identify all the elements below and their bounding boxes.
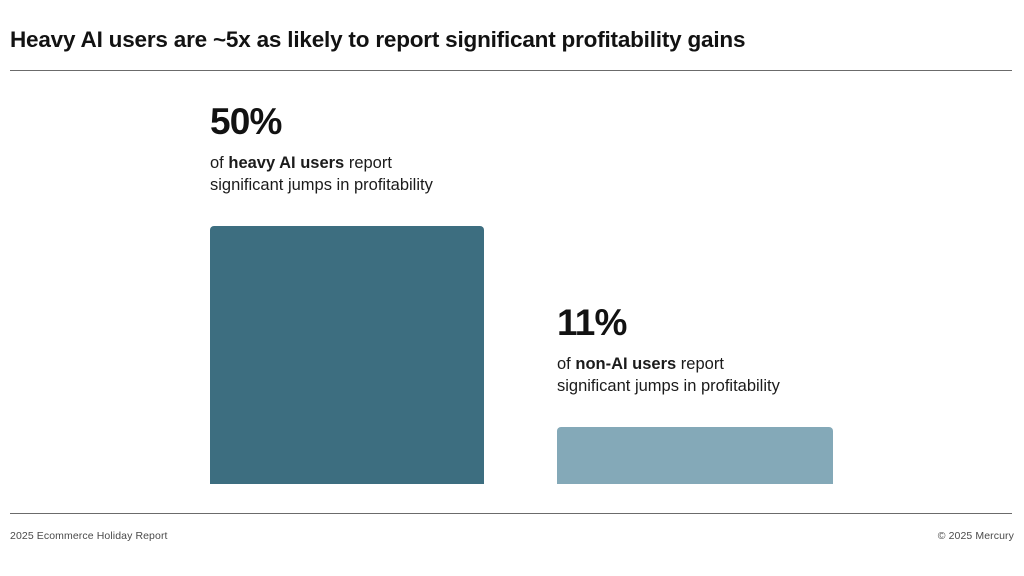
slide-footer: 2025 Ecommerce Holiday Report © 2025 Mer… — [10, 530, 1014, 542]
caption-emphasis-primary: heavy AI users — [228, 154, 345, 172]
footer-copyright: © 2025 Mercury — [937, 530, 1014, 542]
footer-report-name: 2025 Ecommerce Holiday Report — [10, 530, 168, 542]
bar-group-non-ai-users: 11% of non-AI users report significant j… — [557, 301, 857, 397]
caption-suffix-secondary: report — [676, 355, 724, 373]
bar-caption-primary: of heavy AI users report significant jum… — [210, 152, 510, 196]
bar-value-label-secondary: 11% — [557, 302, 627, 343]
bar-value-label-primary: 50% — [210, 101, 282, 142]
caption-line2-primary: significant jumps in profitability — [210, 176, 433, 194]
caption-prefix-primary: of — [210, 154, 229, 172]
caption-prefix-secondary: of — [557, 355, 576, 373]
footer-divider — [10, 513, 1012, 514]
caption-emphasis-secondary: non-AI users — [575, 355, 677, 373]
bar-group-heavy-ai-users: 50% of heavy AI users report significant… — [210, 100, 510, 196]
page-title: Heavy AI users are ~5x as likely to repo… — [10, 27, 746, 52]
caption-suffix-primary: report — [344, 154, 392, 172]
title-divider — [10, 70, 1012, 71]
bar-non-ai-users — [557, 427, 833, 484]
caption-line2-secondary: significant jumps in profitability — [557, 377, 780, 395]
slide-header: Heavy AI users are ~5x as likely to repo… — [10, 26, 1012, 54]
bar-caption-secondary: of non-AI users report significant jumps… — [557, 353, 857, 397]
bar-heavy-ai-users — [210, 226, 484, 484]
